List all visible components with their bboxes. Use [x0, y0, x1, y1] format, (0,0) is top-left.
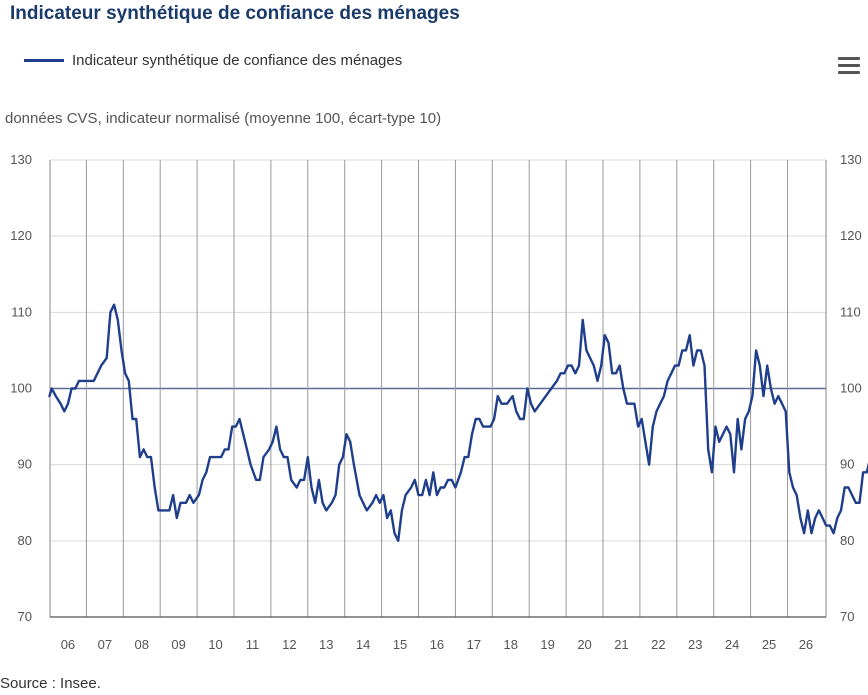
x-tick-label: 13 [319, 637, 333, 652]
y-tick-label-left: 110 [11, 304, 32, 319]
source-note: Source : Insee. [0, 675, 101, 692]
y-tick-label-right: 130 [840, 152, 862, 167]
x-tick-label: 12 [282, 637, 296, 652]
x-tick-label: 19 [540, 637, 554, 652]
x-tick-label: 09 [171, 637, 185, 652]
x-tick-label: 17 [467, 637, 481, 652]
y-tick-label-right: 70 [840, 609, 854, 624]
series-line-confiance [48, 303, 868, 542]
series-layer [48, 303, 868, 542]
y-tick-label-left: 70 [18, 609, 32, 624]
hamburger-menu-icon[interactable] [838, 57, 860, 75]
x-tick-label: 11 [246, 637, 260, 652]
x-tick-label: 20 [577, 637, 591, 652]
x-tick-label: 21 [614, 637, 628, 652]
grid-layer [49, 159, 827, 618]
legend-label: Indicateur synthétique de confiance des … [72, 52, 403, 69]
y-tick-label-right: 90 [840, 457, 854, 472]
y-tick-label-left: 120 [10, 228, 32, 243]
y-tick-label-left: 130 [10, 152, 32, 167]
x-tick-label: 26 [799, 637, 813, 652]
x-tick-label: 16 [430, 637, 444, 652]
legend-line-swatch [24, 59, 64, 62]
y-tick-label-right: 120 [840, 228, 862, 243]
x-tick-label: 23 [688, 637, 702, 652]
tick-label-layer: 70 70 80 80 90 90 100 100 110 110 120 120 130 130 06 07… [10, 152, 861, 652]
x-tick-label: 08 [135, 637, 149, 652]
legend-item[interactable]: Indicateur synthétique de confiance des … [24, 52, 402, 69]
x-tick-label: 14 [356, 637, 370, 652]
y-tick-label-left: 100 [10, 381, 32, 396]
chart-title: Indicateur synthétique de confiance des … [10, 3, 460, 24]
x-tick-label: 22 [651, 637, 665, 652]
y-tick-label-left: 90 [18, 457, 32, 472]
y-tick-label-left: 80 [18, 533, 32, 548]
x-tick-label: 06 [61, 637, 75, 652]
x-tick-label: 25 [762, 637, 776, 652]
x-tick-label: 18 [504, 637, 518, 652]
y-tick-label-right: 110 [840, 304, 861, 319]
y-tick-label-right: 80 [840, 533, 854, 548]
y-axis-title: données CVS, indicateur normalisé (moyen… [5, 110, 442, 127]
x-tick-label: 24 [725, 637, 739, 652]
y-tick-label-right: 100 [840, 381, 862, 396]
x-tick-label: 10 [208, 637, 222, 652]
x-tick-label: 15 [393, 637, 407, 652]
x-tick-label: 07 [98, 637, 112, 652]
